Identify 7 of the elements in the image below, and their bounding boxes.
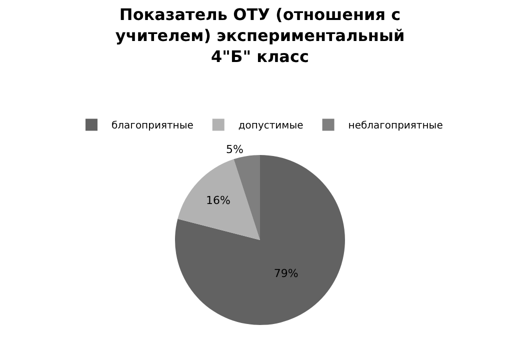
chart-title: Показатель ОТУ (отношения с учителем) экспериментальный 4"Б" класс xyxy=(115,5,405,66)
legend-label: благоприятные xyxy=(112,120,194,132)
legend-label: неблагоприятные xyxy=(348,120,443,132)
legend-label: допустимые xyxy=(238,120,304,132)
data-label: 16% xyxy=(206,194,230,208)
data-label: 5% xyxy=(226,143,244,156)
data-label: 79% xyxy=(274,267,298,280)
